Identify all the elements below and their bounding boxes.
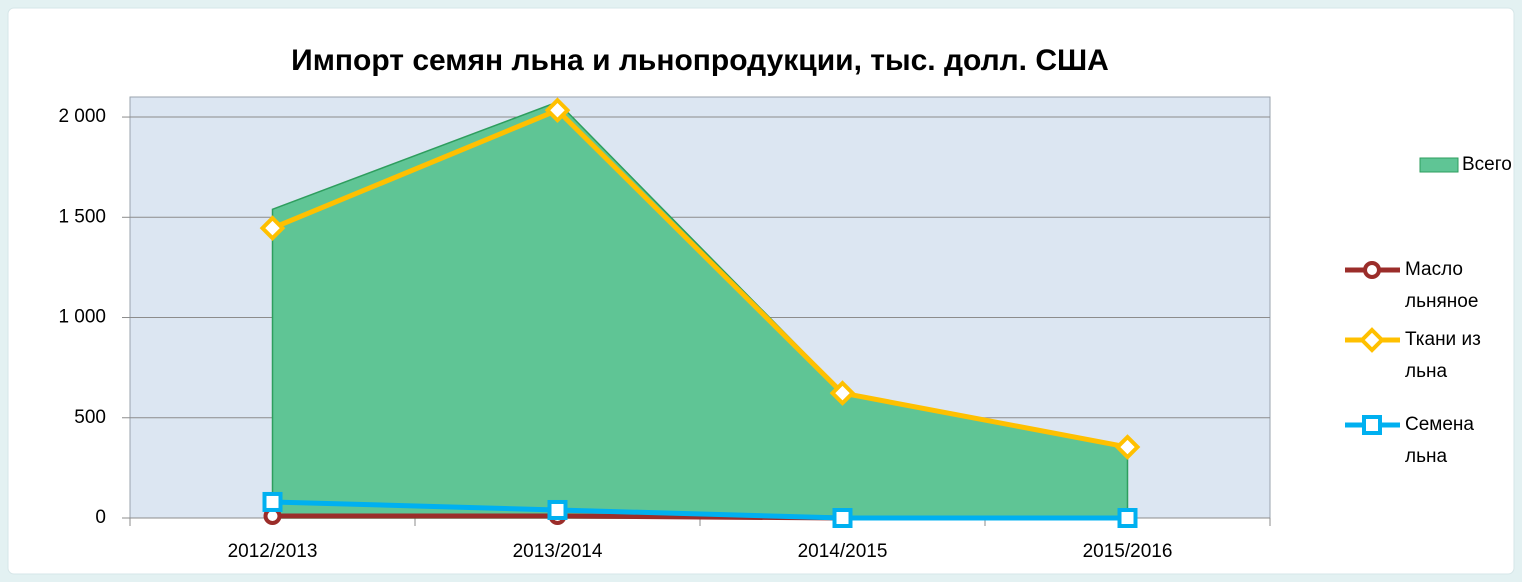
chart-title: Импорт семян льна и льнопродукции, тыс. … (291, 44, 1109, 77)
legend-label: Семена льна (1405, 414, 1474, 467)
line (272, 499, 1128, 521)
marker (829, 380, 856, 406)
marker (259, 215, 286, 241)
marker (832, 508, 853, 528)
y-tick-label: 1 500 (58, 206, 106, 227)
legend-marker (1362, 415, 1382, 435)
legend-label: Ткани из льна (1405, 329, 1481, 382)
legend-label: Масло льняное (1405, 259, 1479, 312)
y-tick-label: 500 (74, 407, 106, 428)
x-tick-label: 2014/2015 (798, 541, 888, 562)
y-tick-label: 0 (95, 507, 106, 528)
x-tick-label: 2013/2014 (513, 541, 603, 562)
y-tick-label: 2 000 (58, 106, 106, 127)
marker (262, 491, 283, 512)
marker (1117, 508, 1138, 528)
legend-label: Всего (1462, 154, 1512, 175)
legend-marker (1359, 327, 1385, 353)
x-tick-label: 2015/2016 (1083, 541, 1173, 562)
legend-swatch (1419, 157, 1459, 173)
marker (544, 97, 571, 124)
y-tick-label: 1 000 (58, 307, 106, 328)
line (271, 107, 1128, 450)
x-tick-label: 2012/2013 (228, 541, 318, 562)
marker (547, 499, 568, 520)
marker (1114, 434, 1141, 460)
legend-marker (1363, 261, 1381, 279)
